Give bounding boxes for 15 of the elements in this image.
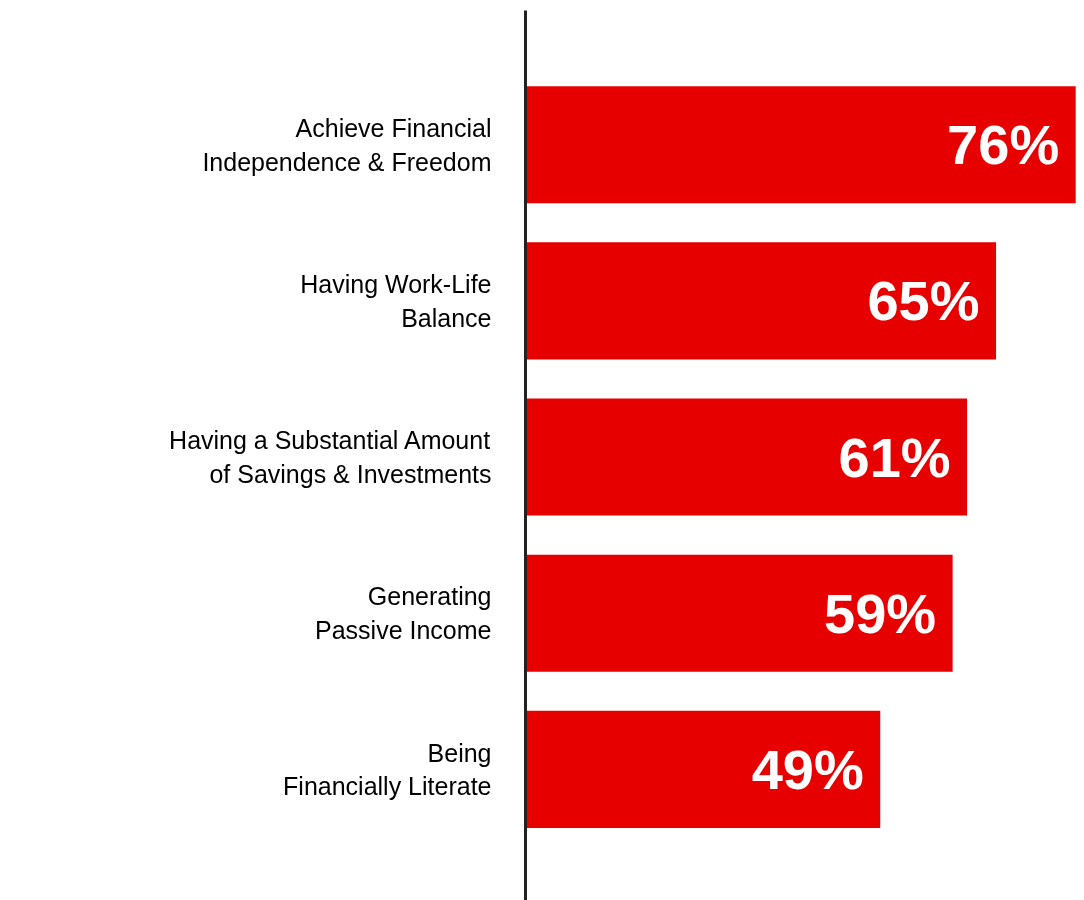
bar — [525, 554, 953, 672]
data-label: 61% — [838, 425, 951, 489]
bar — [525, 242, 997, 360]
bar — [525, 710, 881, 828]
data-label: 49% — [751, 737, 864, 801]
bar — [525, 398, 968, 516]
y-tick-label: Having Work-Life Balance — [300, 270, 492, 332]
data-label: 76% — [947, 113, 1060, 177]
y-tick-label: Being Financially Literate — [283, 738, 492, 801]
y-tick-label: Generating Passive Income — [315, 582, 492, 644]
data-label: 59% — [824, 581, 937, 645]
bar — [525, 86, 1076, 204]
y-tick-label: Having a Substantial Amount of Savings & Investments — [169, 426, 492, 488]
y-tick-label: Achieve Financial Independence & Freedom — [202, 113, 492, 176]
data-label: 65% — [867, 269, 980, 333]
